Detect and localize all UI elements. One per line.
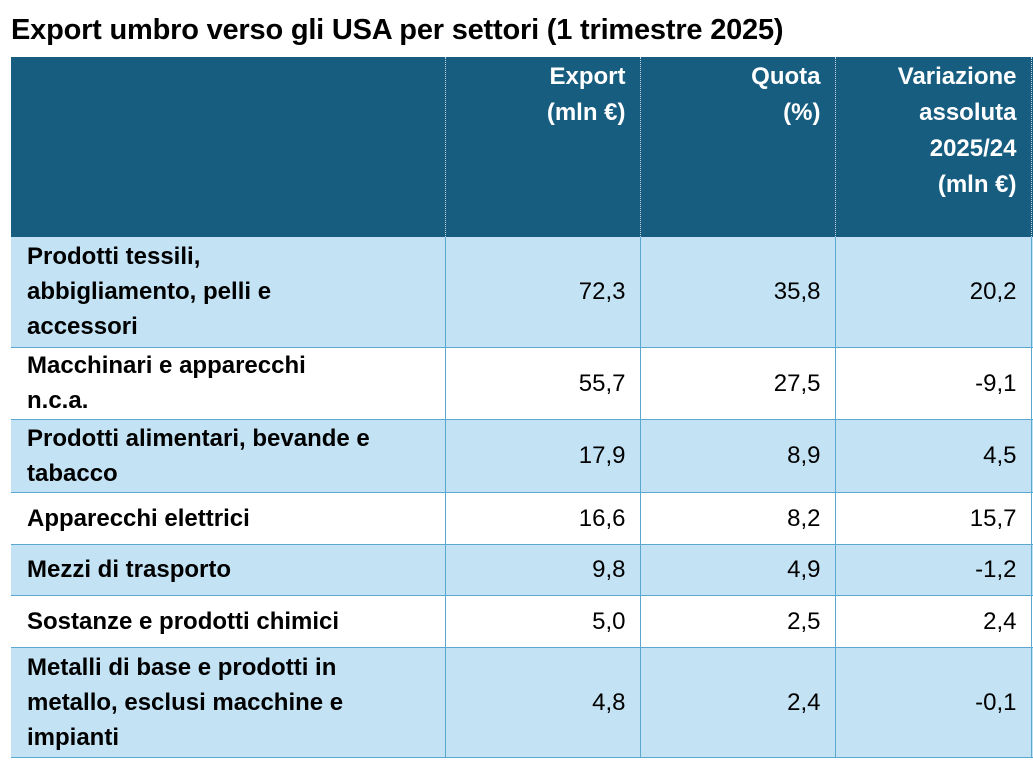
quota-value: 2,4 <box>640 647 836 758</box>
sector-name-line: impianti <box>27 723 120 751</box>
variation-value: -9,1 <box>835 347 1032 420</box>
header-variation-line4: (mln €) <box>937 171 1017 198</box>
quota-value: 4,9 <box>640 544 836 596</box>
export-value: 55,7 <box>445 347 641 420</box>
sector-name: Metalli di base e prodotti in metallo, e… <box>11 647 446 758</box>
sector-name-line: accessori <box>27 313 138 341</box>
quota-value: 8,2 <box>640 492 836 545</box>
header-export: Export (mln €) <box>445 57 641 237</box>
sector-name-line: metallo, esclusi macchine e <box>27 688 344 716</box>
row-edge <box>1031 237 1033 348</box>
sector-name: Mezzi di trasporto <box>11 544 446 596</box>
row-edge <box>1031 419 1033 493</box>
export-table: Export (mln €) Quota (%) Variazione asso… <box>11 57 1033 758</box>
sector-name: Prodotti alimentari, bevande e tabacco <box>11 419 446 493</box>
header-variation-line2: assoluta <box>919 99 1017 126</box>
header-quota-line2: (%) <box>783 99 821 126</box>
header-variation-line3: 2025/24 <box>929 135 1017 162</box>
variation-value: -1,2 <box>835 544 1032 596</box>
header-variation: Variazione assoluta 2025/24 (mln €) <box>835 57 1032 237</box>
sector-name-line: Prodotti alimentari, bevande e <box>27 424 370 452</box>
variation-value: -0,1 <box>835 647 1032 758</box>
header-export-line2: (mln €) <box>546 99 626 126</box>
quota-value: 27,5 <box>640 347 836 420</box>
export-value: 4,8 <box>445 647 641 758</box>
header-sector <box>11 57 446 237</box>
header-quota: Quota (%) <box>640 57 836 237</box>
sector-name: Apparecchi elettrici <box>11 492 446 545</box>
row-edge <box>1031 595 1033 648</box>
table-row: Apparecchi elettrici 16,6 8,2 15,7 <box>11 492 1033 545</box>
row-edge <box>1031 492 1033 545</box>
export-value: 5,0 <box>445 595 641 648</box>
variation-value: 15,7 <box>835 492 1032 545</box>
sector-name-line: abbigliamento, pelli e <box>27 278 272 306</box>
sector-name-line: Apparecchi elettrici <box>27 504 250 532</box>
export-value: 17,9 <box>445 419 641 493</box>
export-value: 72,3 <box>445 237 641 348</box>
export-value: 9,8 <box>445 544 641 596</box>
table-row: Prodotti tessili, abbigliamento, pelli e… <box>11 237 1033 348</box>
variation-value: 4,5 <box>835 419 1032 493</box>
table-row: Metalli di base e prodotti in metallo, e… <box>11 647 1033 758</box>
quota-value: 8,9 <box>640 419 836 493</box>
sector-name: Macchinari e apparecchi n.c.a. <box>11 347 446 420</box>
quota-value: 35,8 <box>640 237 836 348</box>
sector-name-line: Sostanze e prodotti chimici <box>27 607 340 635</box>
sector-name-line: Metalli di base e prodotti in <box>27 653 337 681</box>
table-row: Macchinari e apparecchi n.c.a. 55,7 27,5… <box>11 347 1033 420</box>
quota-value: 2,5 <box>640 595 836 648</box>
sector-name: Prodotti tessili, abbigliamento, pelli e… <box>11 237 446 348</box>
sector-name-line: tabacco <box>27 459 118 487</box>
sector-name-line: Mezzi di trasporto <box>27 556 232 583</box>
header-variation-line1: Variazione <box>897 63 1017 90</box>
export-value: 16,6 <box>445 492 641 545</box>
header-row: Export (mln €) Quota (%) Variazione asso… <box>11 57 1033 237</box>
table-row: Sostanze e prodotti chimici 5,0 2,5 2,4 <box>11 595 1033 648</box>
header-quota-line1: Quota <box>751 63 821 90</box>
table-row: Mezzi di trasporto 9,8 4,9 -1,2 <box>11 544 1033 596</box>
row-edge <box>1031 647 1033 758</box>
table-title: Export umbro verso gli USA per settori (… <box>11 14 784 46</box>
variation-value: 2,4 <box>835 595 1032 648</box>
row-edge <box>1031 347 1033 420</box>
sector-name-line: Macchinari e apparecchi <box>27 352 306 379</box>
sector-name-line: n.c.a. <box>27 387 89 414</box>
variation-value: 20,2 <box>835 237 1032 348</box>
sector-name: Sostanze e prodotti chimici <box>11 595 446 648</box>
sector-name-line: Prodotti tessili, <box>27 243 201 271</box>
header-export-line1: Export <box>549 63 626 90</box>
row-edge <box>1031 544 1033 596</box>
header-edge <box>1031 57 1033 237</box>
table-row: Prodotti alimentari, bevande e tabacco 1… <box>11 419 1033 493</box>
